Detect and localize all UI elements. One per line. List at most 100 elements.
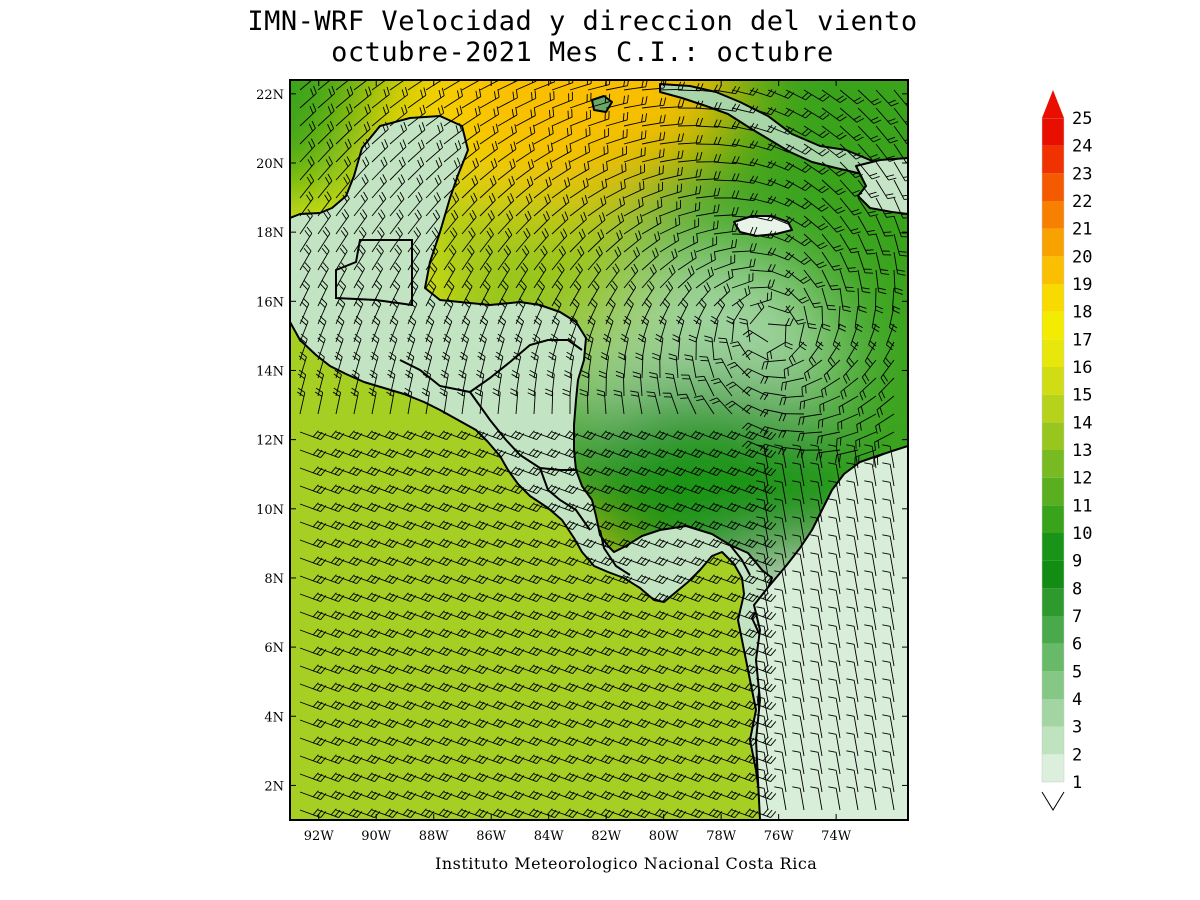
wind-barb [668,353,679,379]
wind-barb [828,588,841,613]
wind-barb [695,266,714,289]
wind-barb [774,624,787,649]
wind-barb [810,750,823,775]
wind-barb [882,498,895,523]
wind-barb [749,160,777,169]
wind-barb [353,121,371,145]
wind-barb [407,139,425,163]
wind-barb [855,431,877,449]
wind-barb [587,263,602,289]
wind-barb [792,552,805,577]
wind-barb [587,448,615,458]
wind-barb [474,388,484,415]
wind-barb [297,369,307,397]
wind-barb [461,315,471,343]
wind-barb [497,106,518,127]
wind-barb [742,349,769,361]
wind-barb [533,280,545,307]
wind-barb [514,333,523,361]
wind-barb [353,226,367,253]
wind-barb [587,93,611,109]
wind-barb [439,387,448,415]
wind-barb [407,556,435,566]
wind-barb [497,193,515,217]
wind-barb [353,209,368,235]
wind-barb [641,165,664,181]
wind-barb [713,121,741,130]
lon-tick-label: 76W [764,829,795,844]
wind-barb [461,80,481,91]
wind-barb [839,89,865,105]
wind-barb [659,216,681,235]
wind-barb [587,280,600,307]
wind-barb [704,335,715,361]
wind-barb [569,126,591,145]
wind-barb [821,107,847,122]
wind-barb [442,333,452,361]
wind-barb [299,484,327,494]
wind-barb [677,790,705,800]
wind-barb [353,103,372,127]
colorbar-level: 5 [1072,662,1082,682]
wind-barb [665,372,679,397]
wind-barb [443,105,463,127]
wind-barb [846,552,859,577]
colorbar: 1234567891011121314151617181920212223242… [1041,90,1092,811]
wind-barb [803,179,829,194]
wind-barb [810,786,823,811]
wind-barb [713,772,741,782]
wind-barb [828,606,841,631]
wind-barb [882,696,895,721]
wind-barb [857,179,879,199]
map-title-line-1: IMN-WRF Velocidad y direccion del viento [247,6,918,37]
wind-barb [317,574,345,584]
wind-barb [821,251,843,271]
wind-barb [479,175,497,199]
wind-barb [846,714,859,739]
wind-barb [864,552,877,577]
colorbar-swatch [1042,588,1064,616]
wind-barb [779,395,805,406]
wind-barb [749,682,777,692]
wind-barb [695,298,707,325]
wind-barb [876,395,895,418]
wind-barb [783,359,805,378]
wind-barb [515,280,527,307]
wind-barb [299,120,316,145]
colorbar-swatch [1042,118,1064,146]
colorbar-level: 22 [1072,192,1092,212]
wind-barb [774,480,787,505]
wind-barb [545,388,554,415]
wind-barb [749,448,777,458]
wind-barb [803,287,823,308]
wind-barb [864,480,877,505]
wind-barb [756,480,769,505]
wind-barb [353,174,369,199]
wind-barb [353,315,363,343]
wind-barb [515,210,532,235]
wind-barb [659,150,684,163]
wind-barb [335,315,345,343]
wind-barb [605,246,622,271]
wind-barb [479,106,500,127]
wind-barb [527,388,536,415]
wind-barb [497,124,517,145]
wind-barb [810,534,823,559]
wind-barb [713,283,731,307]
wind-barb [567,333,576,361]
wind-barb [846,624,859,649]
wind-barb [785,251,811,265]
wind-barb [389,191,405,217]
wind-barb [551,109,573,127]
wind-barb [810,588,823,613]
wind-barb [371,86,390,109]
wind-barb [760,375,787,385]
wind-barb [407,87,427,109]
wind-barb [515,262,529,289]
wind-barb [875,233,892,256]
wind-barb [425,280,437,307]
wind-barb [677,168,702,181]
wind-barb [569,263,583,289]
wind-barb [695,282,711,307]
wind-barb [569,177,589,199]
